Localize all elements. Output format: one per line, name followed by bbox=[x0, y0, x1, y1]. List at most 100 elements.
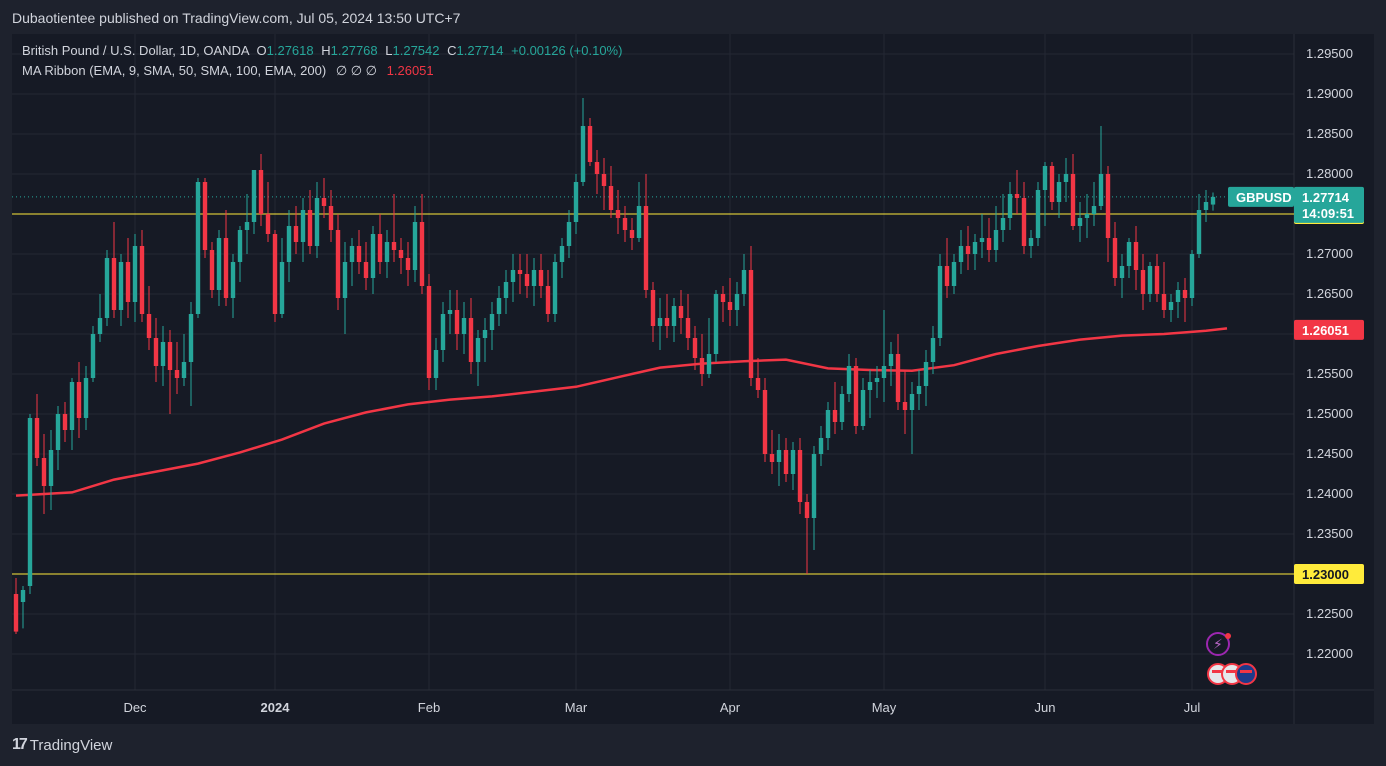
candle-body[interactable] bbox=[1147, 266, 1153, 294]
candle-body[interactable] bbox=[790, 450, 796, 474]
candle-body[interactable] bbox=[300, 210, 306, 242]
candle-body[interactable] bbox=[146, 314, 152, 338]
candle-body[interactable] bbox=[258, 170, 264, 214]
candle-body[interactable] bbox=[13, 594, 19, 632]
candle-body[interactable] bbox=[874, 378, 880, 382]
candle-body[interactable] bbox=[405, 258, 411, 270]
candle-body[interactable] bbox=[34, 418, 40, 458]
candle-body[interactable] bbox=[503, 282, 509, 298]
candle-body[interactable] bbox=[132, 246, 138, 302]
candle-body[interactable] bbox=[601, 174, 607, 186]
candle-body[interactable] bbox=[1119, 266, 1125, 278]
candle-body[interactable] bbox=[517, 270, 523, 274]
candle-body[interactable] bbox=[377, 234, 383, 262]
candle-body[interactable] bbox=[230, 262, 236, 298]
candle-body[interactable] bbox=[881, 366, 887, 378]
candle-body[interactable] bbox=[167, 342, 173, 370]
candle-body[interactable] bbox=[216, 238, 222, 290]
candle-body[interactable] bbox=[762, 390, 768, 454]
candle-body[interactable] bbox=[1035, 190, 1041, 238]
candle-body[interactable] bbox=[1210, 196, 1216, 205]
candle-body[interactable] bbox=[720, 294, 726, 302]
candle-body[interactable] bbox=[265, 214, 271, 234]
candle-body[interactable] bbox=[594, 162, 600, 174]
candle-body[interactable] bbox=[1028, 238, 1034, 246]
candle-body[interactable] bbox=[510, 270, 516, 282]
candle-body[interactable] bbox=[538, 270, 544, 286]
candle-body[interactable] bbox=[860, 390, 866, 426]
candle-body[interactable] bbox=[356, 246, 362, 262]
candle-body[interactable] bbox=[804, 502, 810, 518]
candle-body[interactable] bbox=[839, 394, 845, 422]
candle-body[interactable] bbox=[930, 338, 936, 362]
candle-body[interactable] bbox=[90, 334, 96, 378]
candle-body[interactable] bbox=[1049, 166, 1055, 202]
candle-body[interactable] bbox=[811, 454, 817, 518]
candle-body[interactable] bbox=[608, 186, 614, 210]
candle-body[interactable] bbox=[1091, 206, 1097, 214]
candle-body[interactable] bbox=[475, 338, 481, 362]
candle-body[interactable] bbox=[181, 362, 187, 378]
candle-body[interactable] bbox=[363, 262, 369, 278]
candle-body[interactable] bbox=[209, 250, 215, 290]
candle-body[interactable] bbox=[566, 222, 572, 246]
candle-body[interactable] bbox=[1140, 270, 1146, 294]
candle-body[interactable] bbox=[251, 170, 257, 222]
uk-flag-icon[interactable] bbox=[1235, 663, 1257, 685]
candle-body[interactable] bbox=[139, 246, 145, 314]
candle-body[interactable] bbox=[965, 246, 971, 254]
candle-body[interactable] bbox=[482, 330, 488, 338]
candle-body[interactable] bbox=[111, 258, 117, 310]
candle-body[interactable] bbox=[937, 266, 943, 338]
candle-body[interactable] bbox=[727, 302, 733, 310]
candle-body[interactable] bbox=[916, 386, 922, 394]
candle-body[interactable] bbox=[734, 294, 740, 310]
candle-body[interactable] bbox=[153, 338, 159, 366]
candle-body[interactable] bbox=[419, 222, 425, 286]
candle-body[interactable] bbox=[783, 450, 789, 474]
candle-body[interactable] bbox=[1000, 218, 1006, 230]
candle-body[interactable] bbox=[307, 210, 313, 246]
candle-body[interactable] bbox=[1014, 194, 1020, 198]
candle-body[interactable] bbox=[776, 450, 782, 462]
candle-body[interactable] bbox=[293, 226, 299, 242]
candle-body[interactable] bbox=[433, 350, 439, 378]
candlestick-chart[interactable]: 1.295001.290001.285001.280001.275001.270… bbox=[12, 34, 1374, 724]
candle-body[interactable] bbox=[1168, 302, 1174, 310]
candle-body[interactable] bbox=[48, 450, 54, 486]
candle-body[interactable] bbox=[62, 414, 68, 430]
candle-body[interactable] bbox=[671, 306, 677, 326]
candle-body[interactable] bbox=[1182, 290, 1188, 298]
candle-body[interactable] bbox=[321, 198, 327, 206]
candle-body[interactable] bbox=[1189, 254, 1195, 298]
candle-body[interactable] bbox=[657, 318, 663, 326]
candle-body[interactable] bbox=[1098, 174, 1104, 206]
candle-body[interactable] bbox=[1077, 218, 1083, 226]
candle-body[interactable] bbox=[636, 206, 642, 238]
candle-body[interactable] bbox=[846, 366, 852, 394]
candle-body[interactable] bbox=[412, 222, 418, 270]
candle-body[interactable] bbox=[20, 590, 26, 602]
candle-body[interactable] bbox=[853, 366, 859, 426]
candle-body[interactable] bbox=[664, 318, 670, 326]
candle-body[interactable] bbox=[41, 458, 47, 486]
candle-body[interactable] bbox=[692, 338, 698, 358]
candle-body[interactable] bbox=[237, 230, 243, 262]
candle-body[interactable] bbox=[944, 266, 950, 286]
candle-body[interactable] bbox=[174, 370, 180, 378]
candle-body[interactable] bbox=[454, 310, 460, 334]
candle-body[interactable] bbox=[552, 262, 558, 314]
candle-body[interactable] bbox=[1196, 210, 1202, 254]
candle-body[interactable] bbox=[797, 450, 803, 502]
candle-body[interactable] bbox=[769, 454, 775, 462]
candle-body[interactable] bbox=[69, 382, 75, 430]
chart-area[interactable]: 1.295001.290001.285001.280001.275001.270… bbox=[12, 34, 1374, 724]
candle-body[interactable] bbox=[545, 286, 551, 314]
candle-body[interactable] bbox=[1042, 166, 1048, 190]
candle-body[interactable] bbox=[349, 246, 355, 262]
candle-body[interactable] bbox=[398, 250, 404, 258]
candle-body[interactable] bbox=[615, 210, 621, 218]
candle-body[interactable] bbox=[1063, 174, 1069, 182]
candle-body[interactable] bbox=[188, 314, 194, 362]
candle-body[interactable] bbox=[1070, 174, 1076, 226]
